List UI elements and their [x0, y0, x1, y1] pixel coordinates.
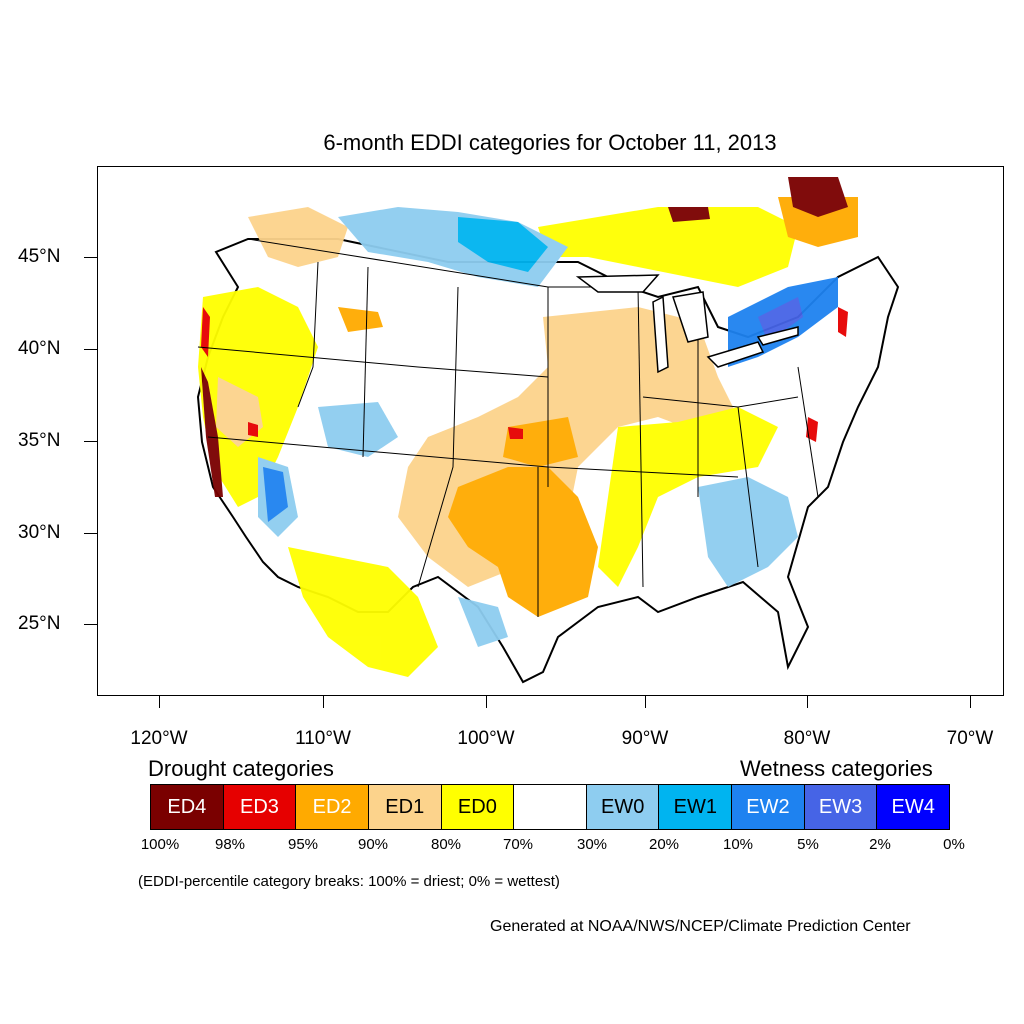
great-lakes	[575, 274, 799, 374]
lon-label: 70°W	[946, 728, 994, 749]
legend-cell-ew0: EW0	[586, 785, 660, 829]
lon-label: 80°W	[783, 728, 831, 749]
lat-tick	[84, 349, 97, 350]
percent-break: 10%	[722, 836, 754, 853]
lon-label: 100°W	[457, 728, 515, 749]
state-borders	[197, 238, 819, 617]
percent-break: 30%	[576, 836, 608, 853]
legend-cell-ed3: ED3	[223, 785, 297, 829]
lon-tick	[970, 696, 971, 708]
percent-break: 100%	[140, 836, 180, 853]
category-legend: ED4 ED3 ED2 ED1 ED0 EW0 EW1 EW2 EW3 EW4	[150, 784, 950, 830]
lat-tick	[84, 624, 97, 625]
eddi-map	[196, 177, 900, 684]
percent-break: 70%	[502, 836, 534, 853]
legend-cell-ed2: ED2	[296, 785, 369, 829]
map-panel	[97, 166, 1004, 696]
lon-label: 110°W	[295, 728, 351, 749]
legend-cell-ew1: EW1	[659, 785, 733, 829]
percent-break: 2%	[869, 836, 891, 853]
lat-tick	[84, 441, 97, 442]
lat-label: 45°N	[18, 246, 61, 267]
lon-tick	[486, 696, 487, 708]
lat-label: 25°N	[18, 613, 61, 634]
legend-cell-ed0: ED0	[441, 785, 515, 829]
lon-tick	[807, 696, 808, 708]
percent-break: 98%	[214, 836, 246, 853]
lat-tick	[84, 257, 97, 258]
percent-break: 0%	[943, 836, 965, 853]
legend-cell-ew4: EW4	[877, 785, 950, 829]
legend-cell-ew2: EW2	[732, 785, 805, 829]
drought-categories-heading: Drought categories	[148, 756, 334, 781]
legend-cell-ew3: EW3	[804, 785, 878, 829]
lon-tick	[159, 696, 160, 708]
legend-cell-ed1: ED1	[368, 785, 442, 829]
percent-break: 20%	[648, 836, 680, 853]
legend-cell-neutral	[514, 785, 587, 829]
percent-break: 95%	[287, 836, 319, 853]
category-breaks-note: (EDDI-percentile category breaks: 100% =…	[138, 873, 560, 890]
lat-label: 30°N	[18, 522, 61, 543]
map-title: 6-month EDDI categories for October 11, …	[323, 130, 777, 155]
lon-label: 120°W	[130, 728, 188, 749]
lon-label: 90°W	[621, 728, 669, 749]
lat-label: 40°N	[18, 338, 61, 359]
percent-break: 5%	[797, 836, 819, 853]
eddi-category-patches	[198, 177, 858, 677]
lat-label: 35°N	[18, 430, 61, 451]
legend-cell-ed4: ED4	[151, 785, 224, 829]
percent-break: 80%	[430, 836, 462, 853]
credit-line: Generated at NOAA/NWS/NCEP/Climate Predi…	[490, 918, 911, 935]
lat-tick	[84, 533, 97, 534]
wetness-categories-heading: Wetness categories	[740, 756, 933, 781]
lon-tick	[645, 696, 646, 708]
percent-break: 90%	[357, 836, 389, 853]
lon-tick	[323, 696, 324, 708]
